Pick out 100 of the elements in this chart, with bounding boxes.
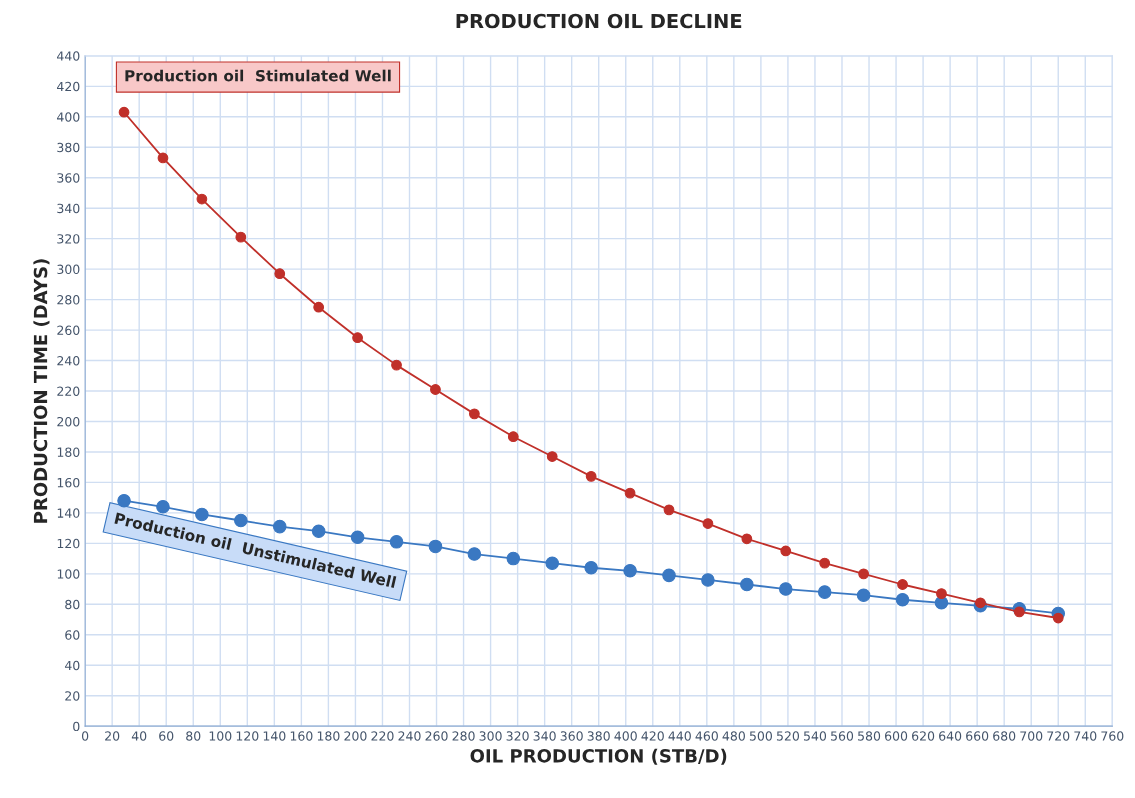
- x-tick-label: 500: [749, 731, 772, 741]
- y-tick-label: 180: [57, 447, 80, 457]
- point: [779, 582, 793, 596]
- point: [467, 547, 482, 561]
- point: [311, 524, 326, 538]
- x-tick-label: 640: [939, 731, 962, 741]
- y-tick-label: 320: [57, 234, 80, 244]
- x-tick-label: 160: [290, 731, 313, 741]
- x-tick-label: 580: [858, 731, 881, 741]
- point: [274, 268, 286, 280]
- point: [1013, 606, 1025, 618]
- x-tick-label: 740: [1074, 731, 1097, 741]
- x-tick-label: 260: [425, 731, 448, 741]
- chart-title: PRODUCTION OIL DECLINE: [456, 13, 742, 29]
- y-tick-label: 240: [57, 356, 80, 366]
- x-tick-label: 60: [159, 731, 174, 741]
- y-tick-label: 0: [73, 721, 80, 732]
- point: [663, 504, 675, 516]
- x-tick-label: 140: [263, 731, 286, 741]
- x-tick-label: 80: [186, 731, 201, 741]
- point: [546, 451, 558, 462]
- y-tick-label: 220: [57, 386, 80, 396]
- point: [506, 551, 521, 566]
- point: [391, 359, 402, 371]
- y-tick-label: 280: [57, 295, 80, 305]
- x-tick-label: 320: [506, 731, 529, 741]
- y-tick-label: 300: [57, 264, 80, 275]
- y-tick-label: 140: [57, 508, 80, 518]
- x-axis-title: OIL PRODUCTION (STB/D): [470, 748, 727, 765]
- point: [858, 568, 869, 580]
- point: [936, 588, 947, 600]
- point: [780, 545, 792, 557]
- y-tick-label: 340: [57, 203, 80, 214]
- point: [235, 231, 247, 243]
- y-tick-label: 420: [57, 81, 80, 92]
- x-tick-label: 280: [452, 731, 475, 741]
- y-tick-label: 400: [57, 112, 80, 122]
- point: [234, 513, 248, 528]
- x-tick-label: 380: [587, 731, 610, 741]
- point: [545, 556, 559, 570]
- point: [975, 597, 986, 609]
- y-tick-label: 380: [57, 142, 80, 153]
- x-tick-label: 600: [885, 731, 908, 741]
- point: [624, 487, 636, 499]
- point: [468, 408, 480, 420]
- y-tick-label: 80: [65, 599, 80, 610]
- x-tick-label: 480: [722, 731, 745, 741]
- y-tick-label: 60: [65, 630, 80, 640]
- x-tick-label: 360: [560, 731, 583, 741]
- point: [897, 579, 908, 590]
- x-tick-label: 120: [236, 731, 259, 741]
- y-tick-label: 120: [57, 538, 80, 549]
- point: [817, 585, 832, 599]
- series-label: Production oil Stimulated Well: [125, 69, 391, 82]
- point: [701, 573, 715, 587]
- x-tick-label: 560: [831, 731, 854, 741]
- point: [389, 535, 404, 549]
- point: [118, 106, 130, 118]
- x-tick-label: 240: [398, 731, 421, 741]
- point: [272, 519, 287, 534]
- x-tick-label: 460: [695, 731, 718, 741]
- x-tick-label: 620: [912, 731, 935, 741]
- point: [430, 384, 441, 395]
- point: [856, 588, 871, 602]
- y-tick-label: 20: [65, 691, 80, 701]
- point: [741, 533, 753, 545]
- x-tick-label: 20: [105, 731, 120, 741]
- x-tick-label: 300: [479, 731, 502, 741]
- point: [895, 592, 910, 607]
- point: [313, 301, 325, 313]
- y-axis-title: PRODUCTION TIME (DAYS): [33, 259, 50, 523]
- x-tick-label: 180: [317, 731, 340, 741]
- x-tick-label: 760: [1101, 731, 1124, 741]
- point: [196, 193, 208, 205]
- x-tick-label: 680: [993, 731, 1016, 741]
- x-tick-label: 100: [209, 731, 232, 741]
- point: [623, 564, 637, 578]
- x-tick-label: 720: [1047, 731, 1070, 741]
- y-tick-label: 100: [57, 569, 80, 579]
- x-tick-label: 540: [803, 731, 827, 741]
- x-tick-label: 400: [614, 731, 637, 741]
- x-tick-label: 0: [81, 731, 89, 741]
- x-tick-label: 520: [776, 731, 800, 741]
- point: [117, 493, 131, 508]
- y-tick-label: 200: [57, 416, 80, 427]
- point: [507, 431, 519, 443]
- y-tick-label: 40: [64, 660, 80, 671]
- x-tick-label: 200: [344, 731, 367, 741]
- x-tick-label: 420: [641, 731, 664, 741]
- x-tick-label: 340: [533, 731, 556, 741]
- y-tick-label: 440: [57, 51, 80, 61]
- x-tick-label: 40: [131, 731, 147, 741]
- point: [1052, 612, 1064, 624]
- point: [157, 152, 169, 164]
- point: [662, 568, 676, 583]
- y-tick-label: 160: [57, 477, 80, 488]
- y-tick-label: 360: [57, 173, 80, 183]
- point: [428, 539, 443, 554]
- x-tick-label: 220: [371, 731, 394, 741]
- y-tick-label: 260: [57, 325, 80, 336]
